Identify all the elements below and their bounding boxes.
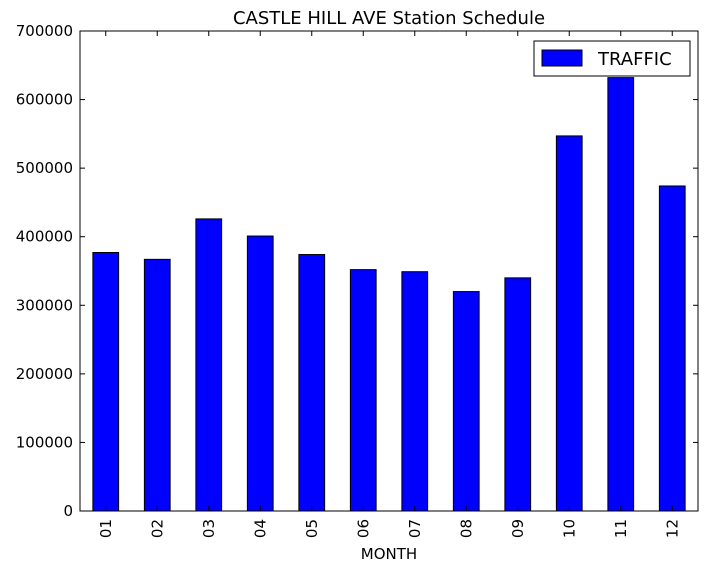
bar-02	[143, 258, 171, 512]
x-tick-label: 03	[200, 519, 218, 538]
x-tick-label: 11	[612, 519, 630, 538]
bar-01	[92, 251, 120, 512]
legend-label: TRAFFIC	[597, 49, 672, 70]
x-tick-label: 04	[251, 519, 269, 538]
y-tick-label: 200000	[16, 365, 73, 383]
y-axis-ticks: 0 100000 200000 300000 400000 500000 600000 700…	[16, 22, 698, 520]
x-tick-label: 06	[354, 519, 372, 538]
y-tick-label: 600000	[16, 91, 73, 109]
bar-05	[298, 254, 326, 512]
bar-08	[452, 291, 480, 512]
x-tick-label: 12	[663, 519, 681, 538]
legend: TRAFFIC	[533, 40, 691, 77]
bar-10	[555, 135, 583, 512]
plot-frame	[79, 30, 699, 512]
x-tick-label: 09	[509, 519, 527, 538]
x-tick-label: 07	[406, 519, 424, 538]
y-tick-label: 300000	[16, 296, 73, 314]
chart-title: CASTLE HILL AVE Station Schedule	[233, 8, 545, 29]
x-axis-ticks: 01 02 03 04 05 06 07 08 09 10 11 12	[97, 31, 681, 538]
y-tick-label: 500000	[16, 159, 73, 177]
x-tick-label: 10	[560, 519, 578, 538]
x-axis-label: MONTH	[361, 545, 417, 563]
y-tick-label: 400000	[16, 228, 73, 246]
x-tick-label: 08	[457, 519, 475, 538]
bar-06	[349, 269, 377, 512]
bar-12	[658, 185, 686, 512]
y-tick-label: 700000	[16, 22, 73, 40]
y-tick-label: 100000	[16, 433, 73, 451]
x-tick-label: 05	[303, 519, 321, 538]
bar-04	[246, 235, 274, 512]
x-tick-label: 02	[148, 519, 166, 538]
x-tick-label: 01	[97, 519, 115, 538]
bar-11	[607, 77, 635, 512]
y-tick-label: 0	[63, 502, 73, 520]
bar-03	[195, 218, 223, 512]
bar-07	[401, 271, 429, 512]
legend-swatch	[541, 49, 583, 67]
bar-09	[504, 277, 532, 512]
bars-group	[92, 77, 686, 512]
